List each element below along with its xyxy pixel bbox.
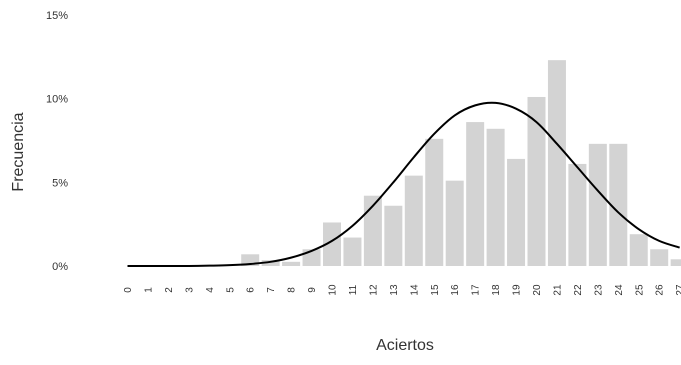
bar-19	[507, 158, 526, 266]
x-tick-label: 13	[389, 284, 400, 296]
y-tick-label: 0%	[52, 261, 68, 273]
x-tick-label: 20	[532, 284, 543, 296]
bar-16	[445, 180, 464, 266]
x-tick-label: 6	[246, 287, 257, 293]
x-tick-label: 23	[593, 284, 604, 296]
bar-13	[384, 205, 403, 266]
bar-6	[241, 254, 260, 266]
x-tick-label: 11	[348, 284, 359, 295]
y-tick-label: 10%	[46, 94, 68, 106]
x-tick-label: 14	[409, 284, 420, 296]
x-tick-label: 4	[205, 287, 216, 293]
bar-14	[404, 175, 423, 266]
x-tick-label: 2	[164, 287, 175, 293]
bar-15	[425, 138, 444, 266]
bar-18	[486, 128, 505, 266]
curve-layer	[127, 101, 680, 268]
x-tick-label: 8	[287, 287, 298, 293]
x-tick-label: 10	[328, 284, 339, 296]
x-tick-label: 27	[675, 284, 681, 296]
bar-22	[568, 163, 587, 266]
bar-25	[629, 234, 648, 266]
x-tick-label: 21	[552, 284, 563, 296]
bar-8	[282, 261, 301, 266]
x-tick-label: 7	[266, 287, 277, 293]
bars-layer	[241, 60, 681, 267]
bar-20	[527, 96, 546, 267]
bar-24	[609, 143, 628, 266]
x-tick-label: 0	[123, 287, 134, 293]
x-tick-label: 17	[471, 284, 482, 296]
x-tick-label: 9	[307, 287, 318, 293]
x-tick-label: 18	[491, 284, 502, 296]
bar-21	[547, 60, 566, 267]
x-axis-label: Aciertos	[376, 337, 434, 354]
x-tick-label: 5	[225, 287, 236, 293]
bar-23	[588, 143, 607, 266]
x-tick-label: 19	[512, 284, 523, 296]
bar-27	[670, 259, 681, 266]
bar-26	[650, 249, 669, 266]
x-tick-label: 3	[184, 287, 195, 293]
bar-7	[261, 260, 280, 266]
x-tick-label: 26	[655, 284, 666, 296]
x-tick-label: 24	[614, 284, 625, 296]
x-tick-label: 16	[450, 284, 461, 296]
y-axis-label: Frecuencia	[10, 112, 27, 191]
x-axis-ticks: 0 1 2 3 4 5 6 7 8 9 10 11 12 13 14 15 16 17 18 19 20 21 22 23 24…	[123, 284, 681, 296]
y-tick-label: 5%	[52, 177, 68, 189]
x-tick-label: 25	[634, 284, 645, 296]
x-tick-label: 15	[430, 284, 441, 296]
bar-10	[323, 222, 341, 266]
bar-17	[466, 122, 485, 266]
y-axis-ticks: 0% 5% 10% 15%	[46, 10, 68, 273]
density-curve	[127, 101, 680, 268]
y-tick-label: 15%	[46, 10, 68, 22]
x-tick-label: 12	[368, 284, 379, 296]
bar-12	[363, 195, 382, 266]
x-tick-label: 22	[573, 284, 584, 296]
x-tick-label: 1	[143, 287, 154, 293]
bar-11	[343, 237, 362, 266]
